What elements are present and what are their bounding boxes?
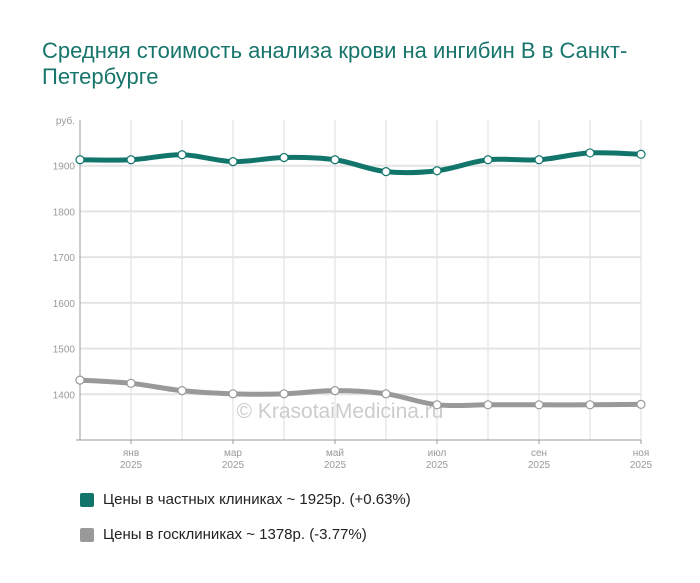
watermark: © KrasotaiMedicina.ru	[237, 400, 444, 423]
data-point	[636, 399, 646, 409]
data-point	[585, 400, 595, 410]
y-tick-label: 1400	[53, 390, 76, 401]
data-point	[126, 378, 136, 388]
x-tick-year: 2025	[324, 460, 347, 471]
data-point	[432, 166, 442, 176]
legend-label: Цены в госклиниках ~ 1378р. (-3.77%)	[103, 526, 367, 543]
data-point	[177, 386, 187, 396]
y-tick-label: 1500	[53, 345, 76, 356]
data-point	[534, 155, 544, 165]
x-tick-year: 2025	[528, 460, 551, 471]
x-tick-year: 2025	[120, 460, 143, 471]
data-point	[432, 400, 442, 410]
data-point	[279, 152, 289, 163]
data-point	[177, 150, 187, 160]
data-point	[228, 157, 238, 167]
data-point	[483, 155, 493, 165]
x-tick-year: 2025	[630, 460, 653, 471]
data-point	[534, 400, 544, 410]
data-point	[330, 155, 340, 165]
data-point	[126, 155, 136, 165]
y-tick-label: 1800	[53, 207, 76, 218]
legend-label: Цены в частных клиниках ~ 1925р. (+0.63%…	[103, 491, 411, 508]
y-axis-unit: руб.	[56, 115, 75, 127]
data-point	[279, 389, 289, 399]
x-tick-year: 2025	[426, 460, 449, 471]
data-point	[75, 375, 85, 385]
x-tick-year: 2025	[222, 460, 245, 471]
y-tick-label: 1700	[53, 253, 76, 264]
data-point	[585, 148, 595, 158]
legend-swatch	[80, 492, 94, 507]
line-chart: 140015001600170018001900руб.янв2025мар20…	[53, 115, 653, 471]
chart-title: Средняя стоимость анализа крови на ингиб…	[42, 38, 628, 89]
data-point	[330, 386, 340, 396]
data-point	[636, 149, 646, 159]
y-tick-label: 1600	[53, 299, 76, 310]
x-tick-month: июл	[428, 448, 447, 459]
data-point	[381, 167, 391, 177]
legend-item-private[interactable]: Цены в частных клиниках ~ 1925р. (+0.63%…	[80, 491, 411, 508]
x-tick-month: янв	[123, 448, 139, 459]
data-point	[483, 400, 493, 410]
y-tick-label: 1900	[53, 162, 76, 173]
x-tick-month: май	[326, 448, 344, 459]
x-tick-month: ноя	[633, 448, 650, 459]
legend-item-public[interactable]: Цены в госклиниках ~ 1378р. (-3.77%)	[80, 526, 367, 543]
x-tick-month: мар	[224, 448, 242, 459]
legend-swatch	[80, 527, 94, 542]
data-point	[381, 389, 391, 399]
data-point	[75, 155, 85, 165]
data-point	[228, 389, 238, 399]
x-tick-month: сен	[531, 448, 547, 459]
series-line-0	[79, 150, 642, 176]
